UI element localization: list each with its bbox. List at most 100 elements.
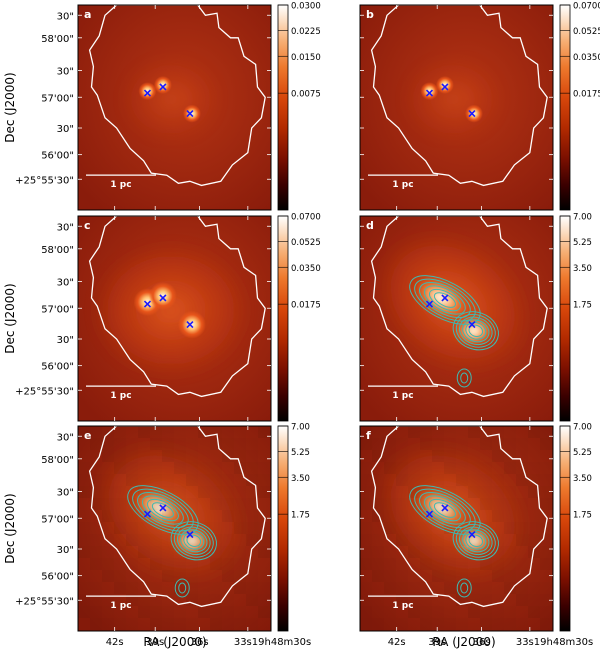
pixel-cell bbox=[408, 498, 420, 510]
colorbar-tick-label: 7.00 bbox=[573, 213, 592, 223]
pixel-cell bbox=[222, 510, 234, 522]
pixel-cell bbox=[432, 570, 444, 582]
panel-image-c: 1 pc c bbox=[78, 216, 271, 421]
contour-line bbox=[462, 529, 490, 553]
pixel-cell bbox=[456, 618, 468, 630]
pixel-cell bbox=[90, 570, 102, 582]
pixel-cell bbox=[186, 462, 198, 474]
pixel-cell bbox=[78, 450, 90, 462]
pixel-cell bbox=[468, 498, 480, 510]
source-marker bbox=[143, 510, 152, 518]
pixel-cell bbox=[126, 630, 138, 631]
pixel-cell bbox=[162, 570, 174, 582]
contour-line bbox=[178, 582, 187, 594]
pixel-cell bbox=[480, 510, 492, 522]
pixel-cell bbox=[234, 474, 246, 486]
source-marker bbox=[159, 504, 167, 512]
pixel-cell bbox=[384, 474, 396, 486]
contour-line bbox=[465, 321, 487, 340]
contour-line bbox=[452, 311, 499, 351]
pixel-cell bbox=[126, 534, 138, 546]
pixel-cell bbox=[492, 426, 504, 438]
pixel-cell bbox=[246, 594, 258, 606]
source-marker bbox=[143, 300, 152, 308]
pixel-cell bbox=[504, 594, 516, 606]
contour-line bbox=[460, 372, 469, 384]
pixel-cell bbox=[384, 594, 396, 606]
pixel-cell bbox=[540, 570, 552, 582]
pixel-cell bbox=[540, 486, 552, 498]
ra-tick-label: 33s19h48m30s bbox=[516, 637, 593, 648]
pixel-cell bbox=[210, 630, 222, 631]
scale-bar-label: 1 pc bbox=[392, 601, 413, 611]
source-marker bbox=[468, 321, 476, 329]
pixel-cell bbox=[384, 546, 396, 558]
pixel-cell bbox=[174, 486, 186, 498]
diffuse-emission bbox=[404, 58, 501, 141]
pixel-cell bbox=[444, 474, 456, 486]
pixel-cell bbox=[186, 498, 198, 510]
pixel-cell bbox=[222, 534, 234, 546]
pixel-cell bbox=[210, 426, 222, 438]
pixel-cell bbox=[222, 498, 234, 510]
pixel-cell bbox=[138, 570, 150, 582]
pixel-cell bbox=[234, 450, 246, 462]
pixel-cell bbox=[420, 438, 432, 450]
bright-core-north bbox=[130, 485, 188, 531]
source-marker bbox=[186, 531, 194, 539]
pixel-cell bbox=[78, 630, 90, 631]
pixel-cell bbox=[222, 558, 234, 570]
pixel-cell bbox=[456, 462, 468, 474]
pixel-cell bbox=[258, 546, 270, 558]
pixel-cell bbox=[456, 546, 468, 558]
colorbar-tick-label: 0.0300 bbox=[291, 2, 321, 12]
pixel-cell bbox=[480, 606, 492, 618]
pixel-cell bbox=[420, 498, 432, 510]
panel-label: d bbox=[366, 219, 374, 232]
pixel-cell bbox=[150, 582, 162, 594]
source-marker bbox=[186, 110, 194, 118]
pixel-cell bbox=[528, 426, 540, 438]
pixel-cell bbox=[258, 474, 270, 486]
pixel-cell bbox=[258, 558, 270, 570]
pixel-cell bbox=[162, 594, 174, 606]
pixel-cell bbox=[516, 462, 528, 474]
pixel-cell bbox=[444, 510, 456, 522]
pixel-cell bbox=[150, 594, 162, 606]
pixel-cell bbox=[420, 606, 432, 618]
pixel-cell bbox=[198, 462, 210, 474]
contour-line bbox=[183, 531, 205, 550]
pixel-cell bbox=[162, 618, 174, 630]
pixel-cell bbox=[396, 606, 408, 618]
pixel-cell bbox=[468, 534, 480, 546]
pixel-cell bbox=[138, 558, 150, 570]
pixel-cell bbox=[420, 450, 432, 462]
pixel-cell bbox=[432, 462, 444, 474]
pixel-cell bbox=[138, 450, 150, 462]
pixel-cell bbox=[372, 594, 384, 606]
bright-core-south bbox=[170, 524, 214, 558]
pixel-cell bbox=[396, 618, 408, 630]
pixel-cell bbox=[504, 630, 516, 631]
pixel-cell bbox=[78, 594, 90, 606]
pixel-cell bbox=[210, 570, 222, 582]
pixel-cell bbox=[528, 510, 540, 522]
pixel-cell bbox=[540, 558, 552, 570]
survey-outline bbox=[370, 216, 548, 398]
pixel-cell bbox=[162, 426, 174, 438]
pixel-cell bbox=[384, 570, 396, 582]
contour-line bbox=[456, 578, 472, 598]
pixel-cell bbox=[528, 534, 540, 546]
pixel-cell bbox=[480, 570, 492, 582]
colorbar-tick-label: 5.25 bbox=[291, 448, 310, 458]
pixel-cell bbox=[504, 534, 516, 546]
pixel-cell bbox=[246, 486, 258, 498]
pixel-cell bbox=[384, 498, 396, 510]
pixel-cell bbox=[468, 462, 480, 474]
pixel-cell bbox=[444, 582, 456, 594]
pixel-cell bbox=[384, 426, 396, 438]
pixel-cell bbox=[114, 570, 126, 582]
pixel-cell bbox=[492, 522, 504, 534]
pixel-cell bbox=[444, 570, 456, 582]
